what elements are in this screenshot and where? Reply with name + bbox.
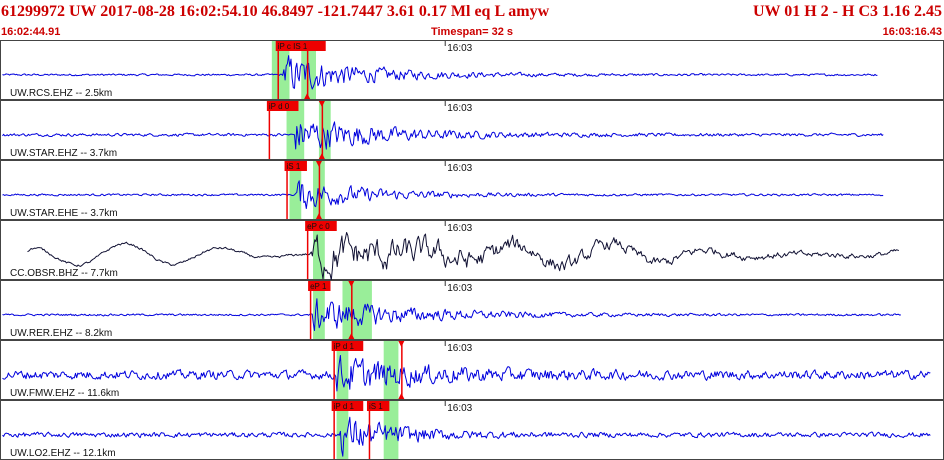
pick-marker-top[interactable] (348, 281, 355, 287)
panel-frame (0, 340, 944, 400)
seismogram-canvas: 16:03 iP c IS 1 UW.RCS.EHZ -- 2.5km 16:03 iP… (0, 40, 944, 460)
start-time: 16:02:44.91 (1, 26, 61, 38)
minute-label: 16:03 (447, 343, 472, 354)
waveform-trace (2, 298, 902, 331)
pick-flag[interactable] (331, 341, 364, 351)
minute-label: 16:03 (447, 283, 472, 294)
seismogram-panel[interactable]: 16:03 eP 1 UW.RER.EHZ -- 8.2km (0, 280, 944, 340)
waveform-trace (2, 55, 878, 90)
pick-marker-top[interactable] (315, 161, 322, 167)
station-label: UW.LO2.EHZ -- 12.1km (10, 448, 116, 459)
minute-label: 16:03 (447, 43, 472, 54)
pick-window (313, 221, 325, 279)
minute-label: 16:03 (447, 223, 472, 234)
pick-marker-top[interactable] (318, 101, 325, 107)
pick-label: iP d 1 (334, 342, 355, 351)
waveform-trace (2, 355, 931, 392)
minute-label: 16:03 (447, 103, 472, 114)
pick-flag[interactable] (331, 401, 364, 411)
pick-window (313, 281, 325, 339)
timespan-label: Timespan= 32 s (430, 26, 514, 38)
station-label: UW.FMW.EHZ -- 11.6km (10, 388, 119, 399)
pick-window (286, 101, 305, 159)
pick-marker-bottom[interactable] (315, 213, 322, 219)
pick-label: iP d 1 (334, 402, 355, 411)
minute-label: 16:03 (447, 163, 472, 174)
pick-marker-bottom[interactable] (398, 393, 405, 399)
station-label: UW.STAR.EHZ -- 3.7km (10, 148, 117, 159)
seismogram-panel[interactable]: 16:03 iP d 1 UW.FMW.EHZ -- 11.6km (0, 340, 944, 400)
waveform-trace (2, 121, 884, 150)
pick-label: iS 1 (287, 162, 301, 171)
pick-flag[interactable] (284, 161, 307, 171)
seismogram-panel[interactable]: 16:03 iP d 0 UW.STAR.EHZ -- 3.7km (0, 100, 944, 160)
pick-window (336, 401, 349, 459)
pick-window (271, 41, 290, 99)
waveform-trace (2, 180, 884, 209)
pick-flag[interactable] (305, 221, 337, 231)
station-label: CC.OBSR.BHZ -- 7.7km (10, 268, 118, 279)
seismogram-panel[interactable]: 16:03 iP d 1 iS 1 UW.LO2.EHZ -- 12.1km (0, 400, 944, 460)
waveform-trace (27, 232, 900, 281)
time-range-bar: 16:02:44.91 Timespan= 32 s 16:03:16.43 (0, 25, 944, 39)
pick-marker-top[interactable] (398, 341, 405, 347)
event-header: 61299972 UW 2017-08-28 16:02:54.10 46.84… (0, 0, 944, 25)
pick-window (289, 161, 302, 219)
pick-marker-bottom[interactable] (304, 93, 311, 99)
seismogram-panels: 16:03 iP c IS 1 UW.RCS.EHZ -- 2.5km 16:03 iP… (0, 40, 944, 460)
station-label: UW.RER.EHZ -- 8.2km (10, 328, 112, 339)
pick-flag[interactable] (266, 101, 299, 111)
event-summary: 61299972 UW 2017-08-28 16:02:54.10 46.84… (1, 3, 550, 20)
event-quality-summary: UW 01 H 2 - H C3 1.16 2.45 (752, 3, 942, 20)
panel-frame (0, 280, 944, 340)
panel-frame (0, 400, 944, 460)
pick-window (336, 341, 349, 399)
pick-window (342, 281, 372, 339)
pick-flag[interactable] (275, 41, 326, 51)
panel-frame (0, 100, 944, 160)
pick-flag[interactable] (308, 281, 331, 291)
pick-marker-top[interactable] (304, 41, 311, 47)
panel-frame (0, 220, 944, 280)
pick-label: iP c IS 1 (278, 42, 308, 51)
station-label: UW.RCS.EHZ -- 2.5km (10, 88, 112, 99)
pick-marker-bottom[interactable] (318, 153, 325, 159)
waveform-trace (2, 416, 931, 457)
pick-window (318, 101, 331, 159)
panel-frame (0, 160, 944, 220)
pick-label: iS 1 (369, 402, 383, 411)
pick-label: eP c 0 (307, 222, 330, 231)
seismogram-panel[interactable]: 16:03 iP c IS 1 UW.RCS.EHZ -- 2.5km (0, 40, 944, 100)
pick-window (383, 341, 399, 399)
pick-window (301, 41, 316, 99)
seismogram-panel[interactable]: 16:03 iS 1 UW.STAR.EHE -- 3.7km (0, 160, 944, 220)
pick-marker-bottom[interactable] (348, 333, 355, 339)
minute-label: 16:03 (447, 403, 472, 414)
seismogram-panel[interactable]: 16:03 eP c 0 CC.OBSR.BHZ -- 7.7km (0, 220, 944, 281)
pick-label: iP d 0 (269, 102, 290, 111)
end-time: 16:03:16.43 (882, 26, 942, 38)
pick-flag[interactable] (366, 401, 390, 411)
station-label: UW.STAR.EHE -- 3.7km (10, 208, 118, 219)
pick-label: eP 1 (310, 282, 327, 291)
